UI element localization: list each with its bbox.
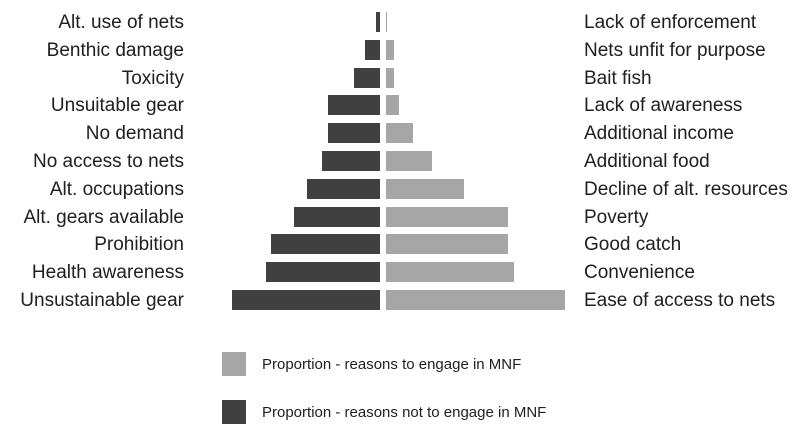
right-label-poverty: Poverty bbox=[584, 206, 649, 228]
bar-not-engage-alt-use-of-nets bbox=[376, 12, 380, 32]
left-label-no-demand: No demand bbox=[85, 123, 184, 145]
bar-engage-nets-unfit-for-purpose bbox=[386, 39, 394, 60]
bar-engage-additional-food bbox=[386, 151, 432, 171]
bar-engage-ease-of-access-to-nets bbox=[386, 290, 565, 310]
bar-engage-good-catch bbox=[386, 234, 509, 255]
bar-engage-decline-of-alt-resources bbox=[386, 178, 464, 199]
left-label-prohibition: Prohibition bbox=[94, 234, 184, 256]
bar-engage-additional-income bbox=[386, 123, 413, 144]
left-label-toxicity: Toxicity bbox=[121, 67, 184, 89]
bar-not-engage-health-awareness bbox=[266, 262, 380, 283]
left-label-alt-gears-available: Alt. gears available bbox=[23, 206, 184, 228]
bar-not-engage-toxicity bbox=[353, 67, 380, 88]
bar-not-engage-benthic-damage bbox=[365, 39, 380, 60]
bar-engage-poverty bbox=[386, 206, 509, 227]
bar-engage-lack-of-awareness bbox=[386, 95, 399, 116]
right-label-additional-income: Additional income bbox=[584, 123, 734, 145]
left-label-alt-occupations: Alt. occupations bbox=[49, 178, 184, 200]
legend-swatch-engage bbox=[222, 352, 246, 376]
right-label-convenience: Convenience bbox=[584, 262, 695, 284]
right-label-bait-fish: Bait fish bbox=[584, 67, 652, 89]
bar-not-engage-no-demand bbox=[327, 123, 380, 144]
right-label-nets-unfit-for-purpose: Nets unfit for purpose bbox=[584, 39, 766, 61]
bar-engage-convenience bbox=[386, 262, 515, 283]
legend-label-not-engage: Proportion - reasons not to engage in MN… bbox=[262, 404, 547, 421]
left-label-health-awareness: Health awareness bbox=[31, 262, 184, 284]
left-label-benthic-damage: Benthic damage bbox=[46, 39, 184, 61]
bar-engage-bait-fish bbox=[386, 67, 394, 88]
right-label-additional-food: Additional food bbox=[584, 151, 710, 172]
bar-not-engage-unsustainable-gear bbox=[231, 290, 380, 310]
bar-not-engage-alt-occupations bbox=[306, 178, 380, 199]
legend-swatch-not-engage bbox=[222, 400, 246, 424]
bar-not-engage-unsuitable-gear bbox=[327, 95, 380, 116]
right-label-ease-of-access-to-nets: Ease of access to nets bbox=[584, 290, 776, 311]
bar-not-engage-no-access-to-nets bbox=[321, 151, 380, 171]
left-label-unsustainable-gear: Unsustainable gear bbox=[20, 290, 184, 311]
right-label-lack-of-enforcement: Lack of enforcement bbox=[584, 12, 757, 33]
right-label-lack-of-awareness: Lack of awareness bbox=[584, 95, 743, 117]
left-label-no-access-to-nets: No access to nets bbox=[32, 151, 184, 172]
right-label-decline-of-alt-resources: Decline of alt. resources bbox=[584, 178, 788, 200]
legend-label-engage: Proportion - reasons to engage in MNF bbox=[262, 356, 522, 373]
left-label-unsuitable-gear: Unsuitable gear bbox=[50, 95, 184, 117]
bar-not-engage-alt-gears-available bbox=[293, 206, 380, 227]
right-label-good-catch: Good catch bbox=[584, 234, 682, 256]
bar-engage-lack-of-enforcement bbox=[386, 12, 387, 32]
left-label-alt-use-of-nets: Alt. use of nets bbox=[58, 12, 184, 33]
bar-not-engage-prohibition bbox=[271, 234, 380, 255]
